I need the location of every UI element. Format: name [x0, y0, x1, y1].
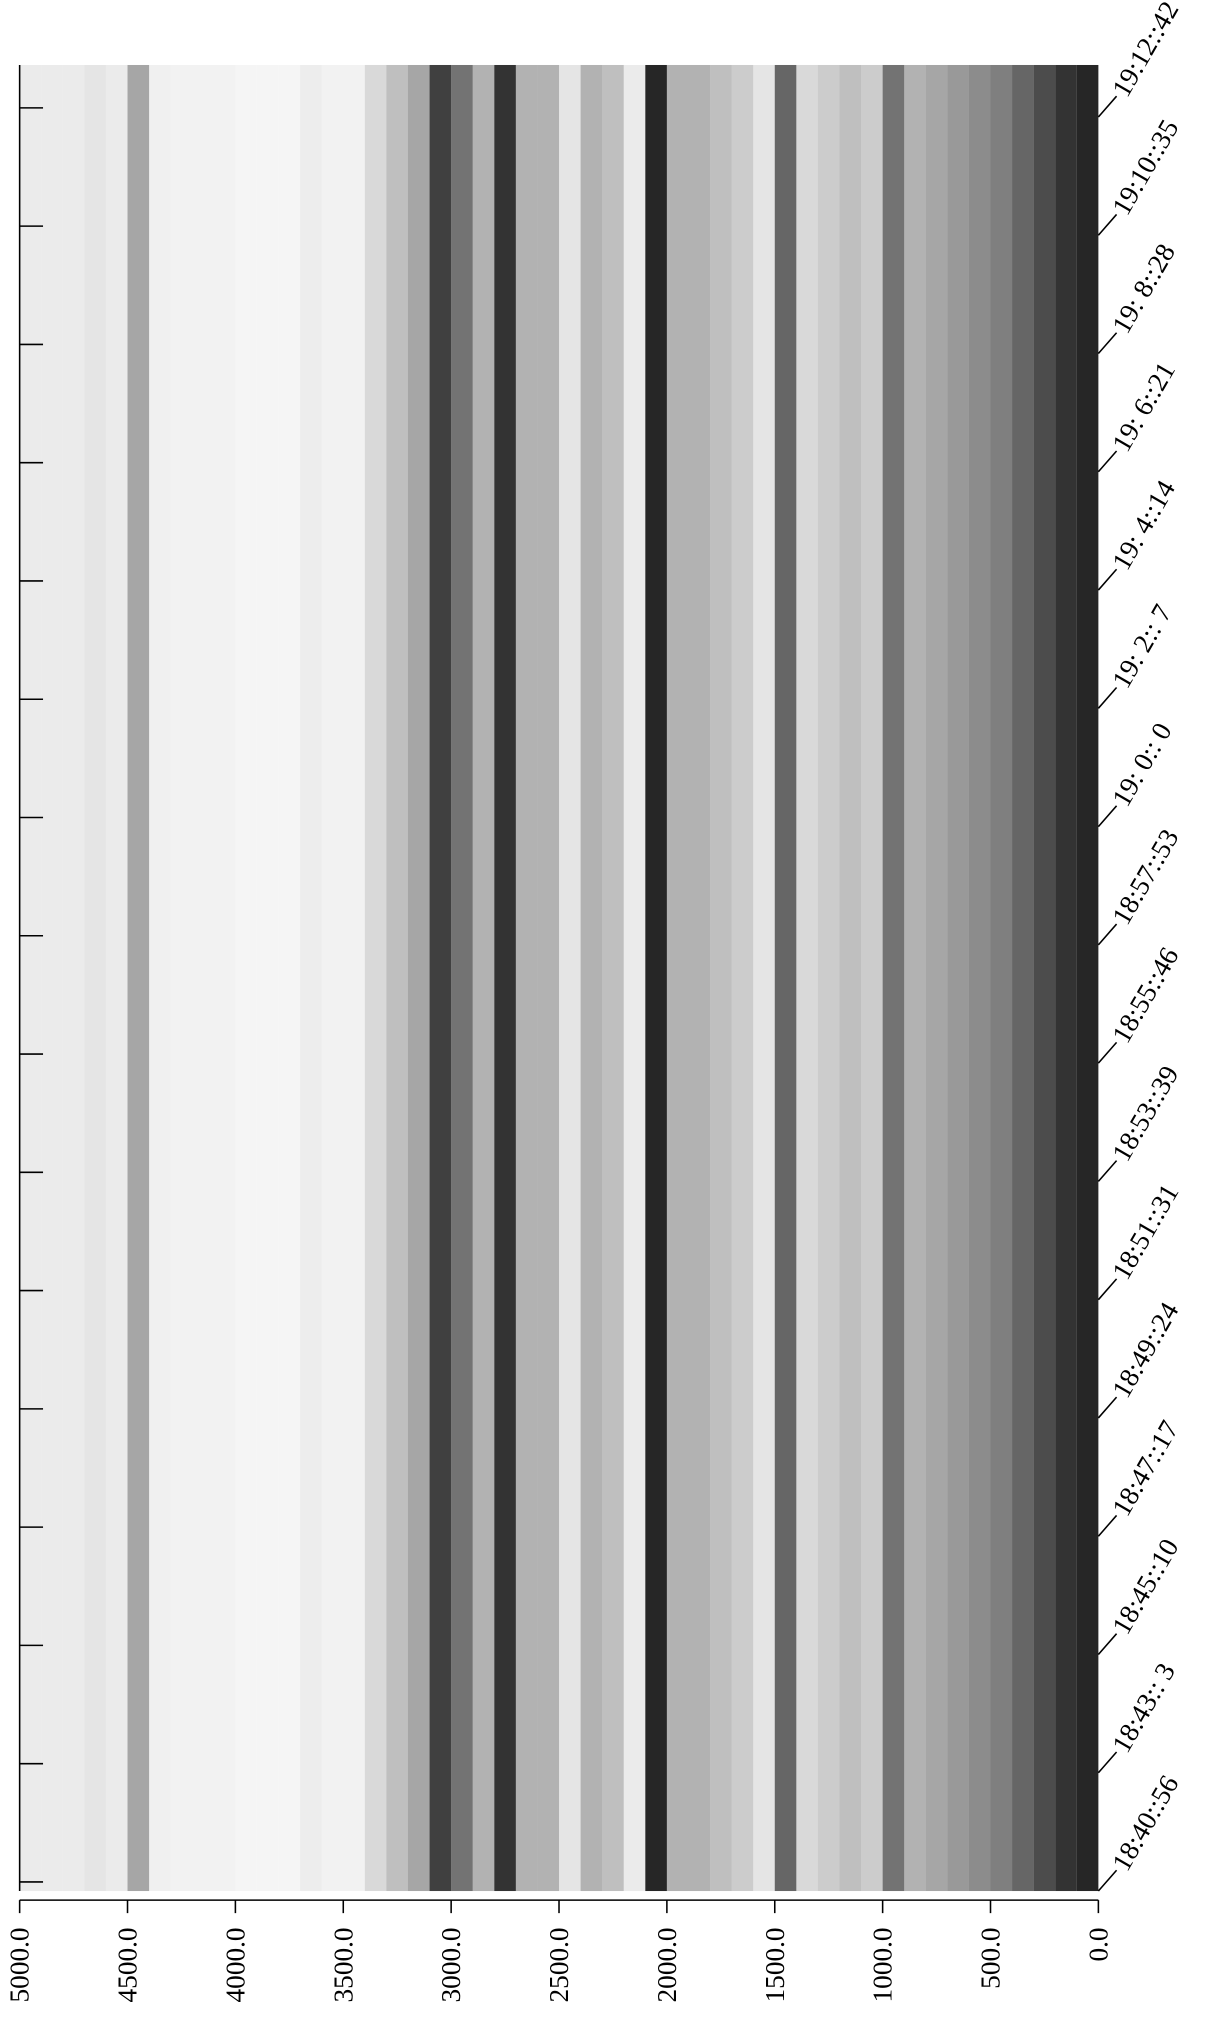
- heat-cell: [386, 64, 408, 1892]
- time-tick: [1097, 1514, 1118, 1537]
- heat-cell: [990, 64, 1013, 1892]
- time-tick-label: 18:53::39: [1106, 1061, 1184, 1167]
- heat-cell: [515, 64, 538, 1892]
- heat-cell: [19, 64, 42, 1892]
- time-tick-label: 19: 8::28: [1106, 239, 1181, 339]
- heat-cell: [343, 64, 365, 1892]
- heat-cell: [105, 64, 128, 1892]
- heat-cell: [1076, 64, 1099, 1892]
- time-tick-label: 18:40::56: [1106, 1770, 1184, 1876]
- time-tick: [1097, 95, 1118, 118]
- time-tick: [1097, 1396, 1118, 1419]
- time-tick: [1097, 450, 1118, 473]
- heat-cell: [41, 64, 63, 1892]
- heat-cell: [1033, 64, 1056, 1892]
- heat-cell: [213, 64, 236, 1892]
- heat-cell: [1055, 64, 1077, 1892]
- x-tick-label: 5000.0: [5, 1927, 35, 2002]
- heat-cell: [731, 64, 754, 1892]
- heat-cell: [774, 64, 797, 1892]
- time-tick: [1097, 332, 1118, 355]
- heat-cell: [580, 64, 603, 1892]
- heat-cell: [429, 64, 452, 1892]
- time-tick: [1097, 687, 1118, 709]
- time-tick: [1097, 1869, 1118, 1892]
- heat-cell: [753, 64, 775, 1892]
- heat-cell: [688, 64, 711, 1892]
- x-tick-label: 3500.0: [328, 1927, 358, 2002]
- heat-cell: [278, 64, 301, 1892]
- heat-cell: [666, 64, 689, 1892]
- x-tick-label: 4000.0: [220, 1927, 250, 2002]
- heat-cell: [235, 64, 257, 1892]
- heat-cell: [968, 64, 991, 1892]
- time-tick-label: 19: 2:: 7: [1106, 599, 1177, 693]
- time-tick-label: 18:51::31: [1106, 1179, 1184, 1285]
- time-tick-label: 18:55::46: [1106, 942, 1184, 1048]
- time-tick: [1097, 568, 1118, 591]
- heat-cell: [407, 64, 430, 1892]
- heat-cell: [861, 64, 883, 1892]
- heat-cell: [494, 64, 516, 1892]
- time-tick-label: 18:45::10: [1106, 1534, 1184, 1640]
- time-tick: [1097, 1160, 1118, 1182]
- time-tick-label: 19:10::35: [1106, 114, 1184, 220]
- time-tick-label: 19: 0:: 0: [1106, 718, 1177, 812]
- heat-cell: [300, 64, 322, 1892]
- time-tick-label: 18:47::17: [1106, 1415, 1184, 1521]
- heat-cell: [84, 64, 106, 1892]
- heat-cell: [149, 64, 171, 1892]
- heat-cell: [127, 64, 150, 1892]
- x-tick-label: 1500.0: [760, 1927, 790, 2002]
- x-tick-label: 0.0: [1083, 1927, 1113, 1961]
- heat-cell: [364, 64, 387, 1892]
- time-tick: [1097, 1633, 1118, 1656]
- x-tick-label: 3000.0: [436, 1927, 466, 2002]
- time-tick-label: 19: 6::21: [1106, 357, 1181, 457]
- heat-cell: [451, 64, 473, 1892]
- time-tick: [1097, 1751, 1118, 1774]
- time-tick-label: 19: 4::14: [1106, 475, 1181, 575]
- heat-cell: [256, 64, 279, 1892]
- x-tick-label: 1000.0: [868, 1927, 898, 2002]
- time-tick: [1097, 213, 1118, 236]
- heat-cell: [602, 64, 624, 1892]
- heat-cell: [321, 64, 344, 1892]
- heat-cell: [62, 64, 85, 1892]
- time-tick-label: 18:57::53: [1106, 824, 1184, 930]
- heat-cell: [645, 64, 667, 1892]
- heat-cell: [559, 64, 581, 1892]
- heat-cell: [472, 64, 495, 1892]
- x-tick-label: 500.0: [976, 1927, 1006, 1988]
- time-tick-label: 18:43:: 3: [1106, 1658, 1181, 1758]
- heat-cell: [904, 64, 926, 1892]
- x-tick-label: 2500.0: [544, 1927, 574, 2002]
- heat-cell: [170, 64, 193, 1892]
- heat-cell: [1012, 64, 1034, 1892]
- heat-cell: [839, 64, 862, 1892]
- time-tick: [1097, 1278, 1118, 1301]
- time-tick: [1097, 923, 1118, 946]
- heat-cell: [925, 64, 948, 1892]
- heat-cell: [817, 64, 840, 1892]
- heat-cell: [882, 64, 905, 1892]
- heat-cell: [192, 64, 214, 1892]
- time-tick: [1097, 1041, 1118, 1064]
- time-tick-label: 18:49::24: [1106, 1297, 1184, 1403]
- time-tick-label: 19:12::42: [1106, 0, 1184, 102]
- heat-cell: [796, 64, 818, 1892]
- time-tick: [1097, 805, 1118, 828]
- x-tick-label: 4500.0: [113, 1927, 143, 2002]
- heat-cell: [537, 64, 560, 1892]
- heat-cell: [623, 64, 646, 1892]
- heat-cell: [710, 64, 732, 1892]
- heat-cell: [947, 64, 969, 1892]
- x-tick-label: 2000.0: [652, 1927, 682, 2002]
